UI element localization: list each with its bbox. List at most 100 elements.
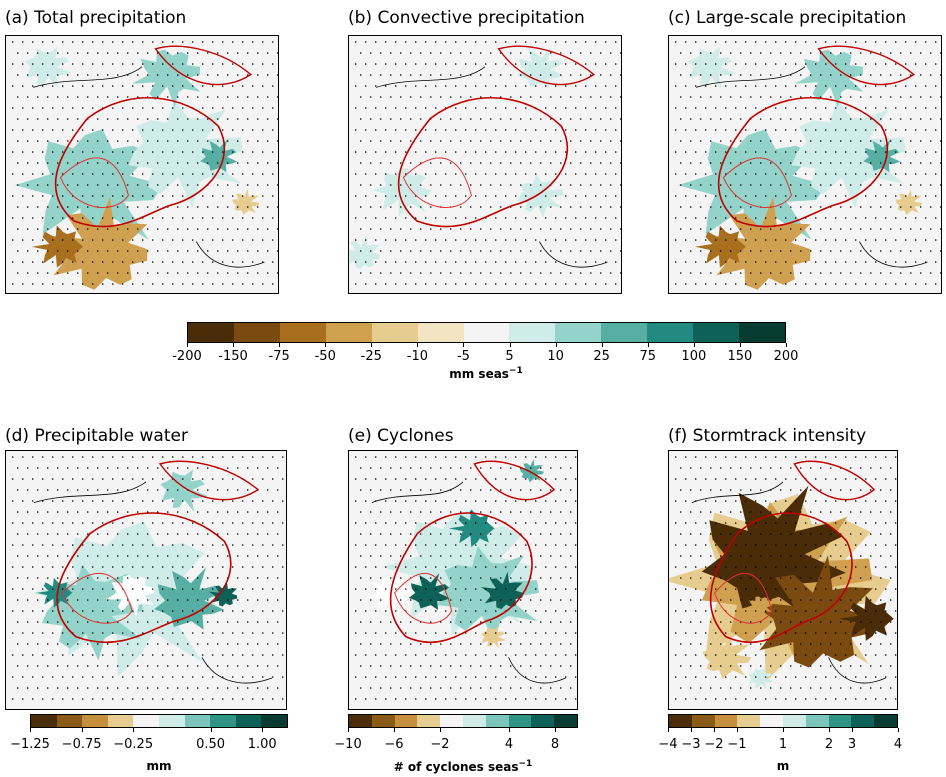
colorbar-tick-mark xyxy=(210,728,212,732)
stipple-dot xyxy=(414,261,417,263)
stipple-dot xyxy=(854,654,857,656)
stipple-dot xyxy=(844,41,847,43)
stipple-dot xyxy=(779,599,782,601)
stipple-dot xyxy=(151,107,154,109)
stipple-dot xyxy=(216,250,219,252)
stipple-dot xyxy=(266,74,269,76)
stipple-dot xyxy=(919,184,922,186)
stipple-dot xyxy=(584,41,587,43)
stipple-dot xyxy=(271,239,274,241)
stipple-dot xyxy=(161,63,164,65)
stipple-dot xyxy=(824,478,827,480)
stipple-dot xyxy=(389,272,392,274)
stipple-dot xyxy=(21,632,24,634)
stipple-dot xyxy=(171,217,174,219)
stipple-dot xyxy=(884,217,887,219)
stipple-dot xyxy=(869,250,872,252)
stipple-dot xyxy=(236,96,239,98)
stipple-dot xyxy=(126,228,129,230)
stipple-dot xyxy=(354,676,357,678)
stipple-dot xyxy=(759,140,762,142)
stipple-dot xyxy=(479,250,482,252)
stipple-dot xyxy=(804,41,807,43)
stipple-dot xyxy=(749,184,752,186)
stipple-dot xyxy=(424,544,427,546)
stipple-dot xyxy=(241,654,244,656)
stipple-dot xyxy=(599,206,602,208)
stipple-dot xyxy=(236,118,239,120)
stipple-dot xyxy=(804,107,807,109)
stipple-dot xyxy=(419,74,422,76)
stipple-dot xyxy=(769,228,772,230)
stipple-dot xyxy=(789,577,792,579)
stipple-dot xyxy=(559,687,562,689)
stipple-dot xyxy=(41,85,44,87)
stipple-dot xyxy=(206,577,209,579)
stipple-dot xyxy=(839,140,842,142)
stipple-dot xyxy=(226,250,229,252)
stipple-dot xyxy=(206,250,209,252)
stipple-dot xyxy=(559,162,562,164)
stipple-dot xyxy=(261,217,264,219)
stipple-dot xyxy=(394,85,397,87)
stipple-dot xyxy=(409,467,412,469)
stipple-dot xyxy=(369,467,372,469)
stipple-dot xyxy=(764,239,767,241)
stipple-dot xyxy=(271,107,274,109)
stipple-dot xyxy=(359,206,362,208)
stipple-dot xyxy=(151,195,154,197)
stipple-dot xyxy=(864,676,867,678)
stipple-dot xyxy=(131,632,134,634)
map-svg xyxy=(6,451,286,709)
stipple-dot xyxy=(246,228,249,230)
stipple-dot xyxy=(594,63,597,65)
stipple-dot xyxy=(181,261,184,263)
stipple-dot xyxy=(121,676,124,678)
stipple-dot xyxy=(61,283,64,285)
stipple-dot xyxy=(31,107,34,109)
stipple-dot xyxy=(56,162,59,164)
stipple-dot xyxy=(256,74,259,76)
stipple-dot xyxy=(684,654,687,656)
stipple-dot xyxy=(96,250,99,252)
stipple-dot xyxy=(829,140,832,142)
colorbar-tick-mark xyxy=(30,728,31,732)
coastline xyxy=(33,481,273,684)
stipple-dot xyxy=(724,239,727,241)
stipple-dot xyxy=(544,151,547,153)
anomaly-region xyxy=(748,667,774,690)
stipple-dot xyxy=(694,129,697,131)
stipple-dot xyxy=(919,228,922,230)
stipple-dot xyxy=(414,129,417,131)
stipple-dot xyxy=(364,500,367,502)
map-background xyxy=(349,36,621,293)
stipple-dot xyxy=(221,173,224,175)
stipple-dot xyxy=(181,107,184,109)
stipple-dot xyxy=(201,217,204,219)
stipple-dot xyxy=(419,687,422,689)
stipple-dot xyxy=(276,489,279,491)
stipple-dot xyxy=(429,162,432,164)
stipple-dot xyxy=(569,555,572,557)
stipple-dot xyxy=(544,217,547,219)
stipple-dot xyxy=(399,74,402,76)
stipple-dot xyxy=(379,489,382,491)
stipple-dot xyxy=(111,239,114,241)
map-svg xyxy=(349,451,577,709)
colorbar-tick-mark xyxy=(601,343,603,347)
stipple-dot xyxy=(804,261,807,263)
stipple-dot xyxy=(874,107,877,109)
stipple-dot xyxy=(171,63,174,65)
stipple-dot xyxy=(176,621,179,623)
stipple-dot xyxy=(181,698,184,700)
stipple-dot xyxy=(874,522,877,524)
stipple-dot xyxy=(464,41,467,43)
stipple-dot xyxy=(744,85,747,87)
stipple-dot xyxy=(474,85,477,87)
stipple-dot xyxy=(819,665,822,667)
stipple-dot xyxy=(216,555,219,557)
stipple-dot xyxy=(186,162,189,164)
stipple-dot xyxy=(789,140,792,142)
stipple-dot xyxy=(559,250,562,252)
stipple-dot xyxy=(231,151,234,153)
